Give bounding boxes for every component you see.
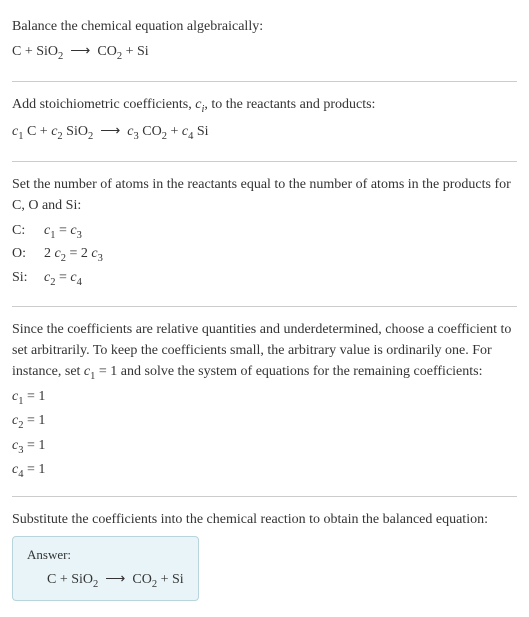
atom-label: O: [12, 243, 44, 267]
section-stoichiometric: Add stoichiometric coefficients, ci, to … [12, 86, 517, 157]
section-solve: Since the coefficients are relative quan… [12, 311, 517, 492]
coef-list: c1 = 1 c2 = 1 c3 = 1 c4 = 1 [12, 386, 517, 483]
section-atom-equations: Set the number of atoms in the reactants… [12, 166, 517, 303]
solve-text: Since the coefficients are relative quan… [12, 319, 517, 385]
divider-3 [12, 306, 517, 307]
divider-4 [12, 496, 517, 497]
coef-c1: c1 = 1 [12, 386, 517, 410]
atom-eq: c1 = c3 [44, 220, 82, 244]
section-balance-intro: Balance the chemical equation algebraica… [12, 8, 517, 77]
answer-label: Answer: [27, 545, 184, 565]
atom-row-o: O: 2 c2 = 2 c3 [12, 243, 517, 267]
atom-label: C: [12, 220, 44, 244]
answer-box: Answer: C + SiO2 ⟶ CO2 + Si [12, 536, 199, 601]
stoich-equation: c1 C + c2 SiO2 ⟶ c3 CO2 + c4 Si [12, 121, 517, 145]
stoich-text: Add stoichiometric coefficients, ci, to … [12, 94, 517, 118]
coef-c2: c2 = 1 [12, 410, 517, 434]
initial-equation: C + SiO2 ⟶ CO2 + Si [12, 41, 517, 65]
atom-table: C: c1 = c3 O: 2 c2 = 2 c3 Si: c2 = c4 [12, 220, 517, 291]
section-substitute: Substitute the coefficients into the che… [12, 501, 517, 609]
coef-c4: c4 = 1 [12, 459, 517, 483]
atom-row-si: Si: c2 = c4 [12, 267, 517, 291]
substitute-text: Substitute the coefficients into the che… [12, 509, 517, 530]
atom-eq: 2 c2 = 2 c3 [44, 243, 103, 267]
intro-text: Balance the chemical equation algebraica… [12, 16, 517, 37]
divider-1 [12, 81, 517, 82]
atom-text: Set the number of atoms in the reactants… [12, 174, 517, 216]
divider-2 [12, 161, 517, 162]
answer-equation: C + SiO2 ⟶ CO2 + Si [27, 569, 184, 593]
atom-label: Si: [12, 267, 44, 291]
atom-row-c: C: c1 = c3 [12, 220, 517, 244]
coef-c3: c3 = 1 [12, 435, 517, 459]
atom-eq: c2 = c4 [44, 267, 82, 291]
